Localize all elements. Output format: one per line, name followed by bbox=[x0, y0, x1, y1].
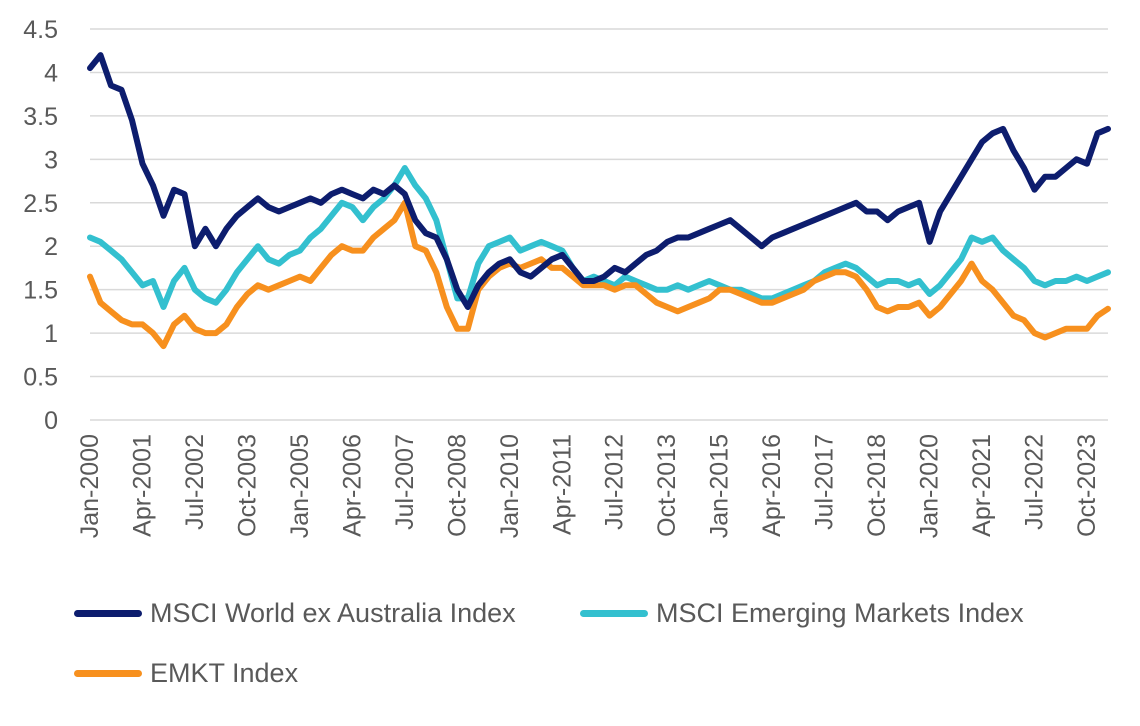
legend-item-emkt: EMKT Index bbox=[74, 658, 298, 689]
x-tick-label: Apr-2016 bbox=[758, 434, 786, 537]
y-tick-label: 2 bbox=[44, 233, 58, 261]
x-tick-label: Jul-2017 bbox=[811, 434, 839, 530]
legend-swatch-emkt bbox=[74, 670, 142, 677]
series-line-emkt bbox=[87, 199, 1111, 350]
legend-swatch-msci-world bbox=[74, 610, 142, 617]
y-tick-label: 1.5 bbox=[23, 277, 58, 305]
legend-label-msci-em: MSCI Emerging Markets Index bbox=[656, 598, 1024, 628]
y-tick-label: 0.5 bbox=[23, 364, 58, 392]
y-tick-label: 2.5 bbox=[23, 190, 58, 218]
x-tick-label: Oct-2008 bbox=[443, 434, 471, 537]
x-tick-label: Jan-2005 bbox=[286, 434, 314, 538]
legend-label-emkt: EMKT Index bbox=[150, 658, 299, 688]
x-tick-label: Apr-2006 bbox=[338, 434, 366, 537]
x-tick-label: Oct-2023 bbox=[1073, 434, 1101, 537]
y-tick-label: 4.5 bbox=[23, 16, 58, 44]
series-lines bbox=[87, 52, 1111, 350]
y-axis-tick-labels: 0 0.5 1 1.5 2 2.5 3 3.5 4 4.5 bbox=[23, 16, 58, 435]
x-tick-label: Jul-2012 bbox=[601, 434, 629, 530]
y-tick-label: 3 bbox=[44, 146, 58, 174]
x-tick-label: Jul-2002 bbox=[181, 434, 209, 530]
x-axis-tick-labels: Jan-2000 Apr-2001 Jul-2002 Oct-2003 Jan-2005… bbox=[76, 434, 1101, 538]
x-tick-label: Jan-2020 bbox=[916, 434, 944, 538]
x-tick-label: Jul-2022 bbox=[1021, 434, 1049, 530]
line-chart: 0 0.5 1 1.5 2 2.5 3 3.5 4 4.5 Jan-2000 Apr-2001 Jul… bbox=[23, 16, 1111, 538]
x-tick-label: Jul-2007 bbox=[391, 434, 419, 530]
y-tick-label: 3.5 bbox=[23, 103, 58, 131]
x-tick-label: Jan-2010 bbox=[496, 434, 524, 538]
x-tick-label: Oct-2003 bbox=[233, 434, 261, 537]
y-tick-label: 4 bbox=[44, 59, 58, 87]
x-tick-label: Oct-2018 bbox=[863, 434, 891, 537]
y-gridlines bbox=[90, 28, 1108, 421]
legend-item-msci-em: MSCI Emerging Markets Index bbox=[580, 598, 1024, 629]
y-tick-label: 0 bbox=[44, 407, 58, 435]
x-tick-label: Apr-2001 bbox=[128, 434, 156, 537]
x-tick-label: Apr-2011 bbox=[548, 434, 576, 535]
x-tick-label: Jan-2000 bbox=[76, 434, 104, 538]
y-tick-label: 1 bbox=[44, 320, 58, 348]
x-tick-label: Apr-2021 bbox=[968, 434, 996, 537]
x-tick-label: Jan-2015 bbox=[706, 434, 734, 538]
x-tick-label: Oct-2013 bbox=[653, 434, 681, 537]
series-line-msci-world bbox=[87, 52, 1111, 310]
legend-swatch-msci-em bbox=[580, 610, 648, 617]
legend-label-msci-world: MSCI World ex Australia Index bbox=[150, 598, 516, 628]
legend-item-msci-world: MSCI World ex Australia Index bbox=[74, 598, 516, 629]
